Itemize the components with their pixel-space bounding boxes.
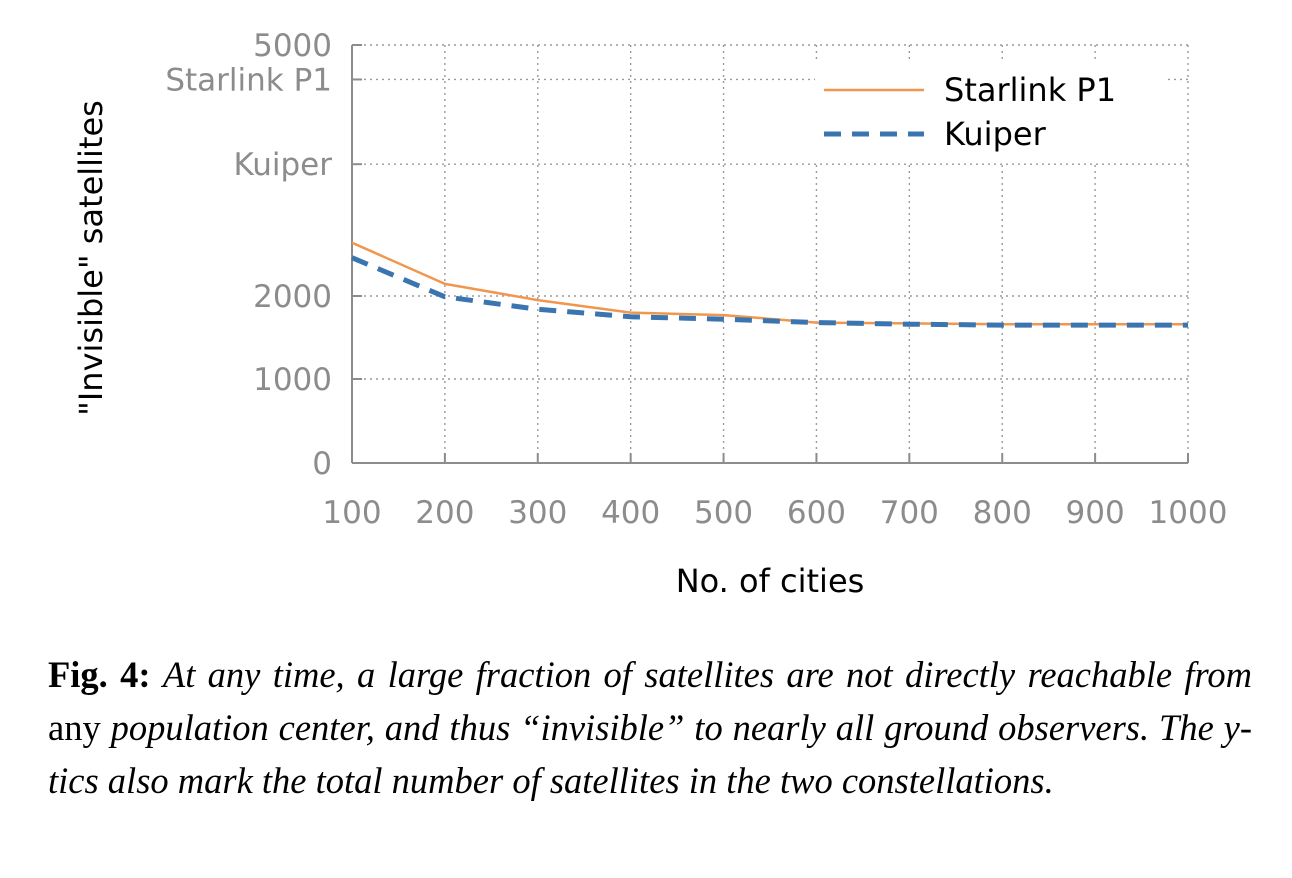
- x-tick-label: 100: [322, 495, 381, 531]
- series-line-kuiper: [351, 255, 1188, 328]
- x-tick-label: 800: [973, 495, 1032, 531]
- legend-label-starlink-p1: Starlink P1: [944, 71, 1116, 109]
- y-tick-label: Starlink P1: [165, 62, 332, 98]
- y-tick-label: 5000: [253, 28, 332, 64]
- y-tick-label: 0: [312, 446, 332, 482]
- legend-box: [815, 62, 1165, 162]
- legend-label-kuiper: Kuiper: [944, 115, 1047, 153]
- x-tick-label: 900: [1066, 495, 1125, 531]
- x-axis-label: No. of cities: [676, 562, 865, 600]
- x-tick-label: 700: [880, 495, 939, 531]
- x-tick-label: 400: [601, 495, 660, 531]
- y-tick-label: 1000: [253, 362, 332, 398]
- y-tick-label: 2000: [253, 279, 332, 315]
- series-layer: [351, 241, 1188, 328]
- caption-text-3: population center, and thus “invisible” …: [48, 707, 1253, 801]
- x-tick-label: 500: [694, 495, 753, 531]
- caption-text-1: At any time, a large fraction of satelli…: [162, 654, 1252, 695]
- x-tick-label: 300: [508, 495, 567, 531]
- x-tick-label: 1000: [1149, 495, 1228, 531]
- y-axis-label: "Invisible" satellites: [72, 100, 110, 416]
- y-tick-label: Kuiper: [233, 147, 332, 183]
- series-line-starlink-p1: [351, 241, 1188, 326]
- caption-text-2: any: [48, 707, 101, 748]
- figure-caption: Fig. 4: At any time, a large fraction of…: [48, 648, 1252, 807]
- caption-label: Fig. 4:: [48, 654, 151, 695]
- x-tick-label: 600: [787, 495, 846, 531]
- legend: Starlink P1 Kuiper: [815, 62, 1165, 162]
- x-tick-label: 200: [415, 495, 474, 531]
